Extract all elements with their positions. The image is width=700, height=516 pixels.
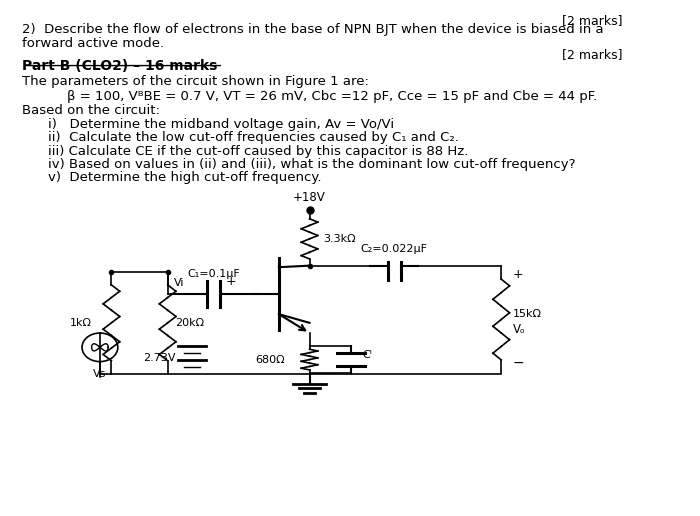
Text: 3.3kΩ: 3.3kΩ: [323, 234, 356, 244]
Text: The parameters of the circuit shown in Figure 1 are:: The parameters of the circuit shown in F…: [22, 75, 369, 88]
Text: 2)  Describe the flow of electrons in the base of NPN BJT when the device is bia: 2) Describe the flow of electrons in the…: [22, 23, 603, 36]
Text: Cᴵ: Cᴵ: [363, 350, 372, 361]
Text: 1kΩ: 1kΩ: [70, 318, 92, 328]
Text: iv) Based on values in (ii) and (iii), what is the dominant low cut-off frequenc: iv) Based on values in (ii) and (iii), w…: [48, 158, 575, 171]
Text: C₁=0.1μF: C₁=0.1μF: [188, 269, 240, 279]
Text: −: −: [512, 356, 524, 370]
Text: Vs: Vs: [93, 369, 106, 379]
Text: 680Ω: 680Ω: [256, 354, 285, 365]
Text: Based on the circuit:: Based on the circuit:: [22, 104, 160, 117]
Text: v)  Determine the high cut-off frequency.: v) Determine the high cut-off frequency.: [48, 171, 321, 184]
Text: 2.73V: 2.73V: [144, 352, 176, 363]
Text: i)   Determine the midband voltage gain, Av = Vo/Vi: i) Determine the midband voltage gain, A…: [48, 118, 393, 131]
Text: +18V: +18V: [293, 191, 326, 204]
Text: Part B (CLO2) – 16 marks: Part B (CLO2) – 16 marks: [22, 59, 217, 73]
Text: Vₒ: Vₒ: [512, 323, 526, 336]
Text: +: +: [225, 275, 236, 288]
Text: 20kΩ: 20kΩ: [175, 318, 204, 328]
Text: Vi: Vi: [174, 278, 185, 288]
Text: C₂=0.022μF: C₂=0.022μF: [360, 245, 428, 254]
Text: [2 marks]: [2 marks]: [562, 47, 623, 61]
Text: [2 marks]: [2 marks]: [562, 14, 623, 27]
Text: β = 100, VᴮBE = 0.7 V, VT = 26 mV, Cbc =12 pF, Cce = 15 pF and Cbe = 44 pF.: β = 100, VᴮBE = 0.7 V, VT = 26 mV, Cbc =…: [66, 90, 597, 103]
Text: 15kΩ: 15kΩ: [512, 310, 542, 319]
Text: iii) Calculate CE if the cut-off caused by this capacitor is 88 Hz.: iii) Calculate CE if the cut-off caused …: [48, 144, 468, 158]
Text: forward active mode.: forward active mode.: [22, 37, 164, 50]
Text: +: +: [512, 268, 524, 281]
Text: ii)  Calculate the low cut-off frequencies caused by C₁ and C₂.: ii) Calculate the low cut-off frequencie…: [48, 132, 458, 144]
